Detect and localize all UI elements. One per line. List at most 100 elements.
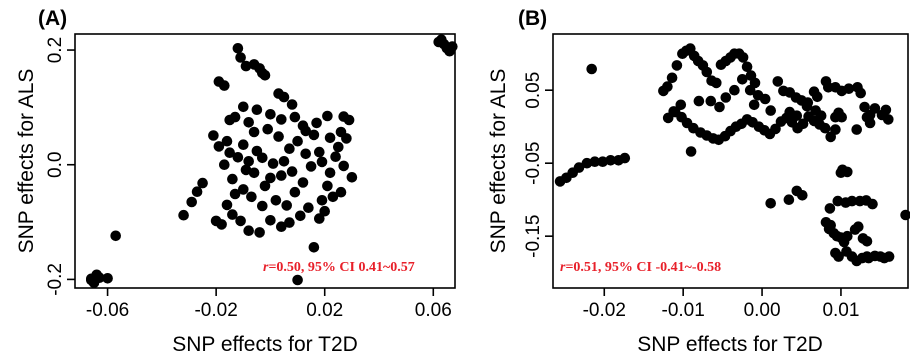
panel-a-point [229, 188, 241, 200]
panel-a-point [186, 196, 197, 208]
panel-a-point [281, 200, 293, 211]
panel-a-point [86, 274, 97, 286]
panel-b-point [714, 101, 725, 113]
panel-a-point [240, 60, 252, 72]
panel-b-point [581, 157, 593, 169]
panel-b-point [772, 76, 784, 87]
panel-b-point [869, 103, 881, 114]
panel-a-point [305, 161, 317, 172]
panel-a-point [314, 213, 325, 224]
panel-b-letter: (B) [518, 7, 547, 30]
panel-a-point [219, 80, 230, 91]
panel-a-y-tick-label: 0.0 [45, 152, 66, 178]
panel-b-point [720, 92, 732, 103]
panel-b-point [830, 111, 841, 123]
panel-a-point [289, 186, 301, 198]
panel-b-point [861, 251, 873, 262]
panel-a-point [316, 195, 328, 206]
panel-a-point [297, 177, 309, 188]
panel-a-point [300, 148, 312, 160]
panel-a-point [335, 186, 347, 198]
panel-b-point [853, 221, 864, 232]
panel-b-point [693, 95, 705, 107]
panel-b-point [843, 83, 855, 94]
panel-a-point [324, 167, 336, 179]
panel-a-annotation-text: =0.50, 95% CI 0.41~0.57 [268, 260, 414, 275]
panel-a-x-axis-label: SNP effects for T2D [172, 333, 358, 356]
panel-a-point [447, 41, 458, 52]
panel-b-point [759, 93, 771, 105]
panel-a-point [276, 114, 287, 125]
panel-a-point [284, 217, 295, 228]
panel-b-point [851, 124, 862, 135]
panel-a-point [270, 195, 282, 206]
panel-b-correlation-annotation: r=0.51, 95% CI -0.41~-0.58 [560, 260, 721, 275]
panel-b-point [784, 106, 795, 118]
panel-a-point [110, 230, 121, 242]
panel-a-point [251, 145, 263, 157]
panel-a-point [102, 273, 113, 284]
panel-b-point [820, 76, 832, 87]
panel-b-point [797, 190, 808, 201]
panel-a-point [208, 130, 219, 141]
panel-a-point [265, 215, 276, 226]
panel-b-point [589, 156, 601, 167]
panel-b-points [554, 43, 910, 267]
panel-b-x-tick-label: 0.01 [822, 300, 859, 321]
panel-a-point [433, 36, 445, 48]
panel-a-point [243, 156, 254, 167]
panel-b-point [797, 118, 809, 130]
panel-a-point [278, 91, 290, 103]
panel-a-point [276, 170, 287, 181]
panel-b-point [801, 101, 813, 112]
panel-b-point [737, 52, 749, 63]
panel-a-point [227, 209, 238, 220]
panel-b-x-axis-label: SNP effects for T2D [637, 333, 823, 356]
panel-a-point [221, 199, 233, 211]
panel-a-point [278, 156, 290, 167]
panel-b-point [765, 198, 776, 209]
panel-a-point [197, 177, 208, 189]
panel-a-point [286, 99, 298, 110]
panel-a-scatter-plot: (A) -0.06 -0.02 0.02 0.06 -0.2 0.0 0.2 SNP ef… [15, 7, 458, 356]
panel-a-point [346, 172, 358, 183]
panel-a-point [292, 274, 303, 286]
panel-b-point [744, 84, 756, 96]
panel-a-x-tick-label: 0.02 [306, 300, 343, 321]
panel-a-point [238, 139, 249, 150]
panel-a-point [246, 191, 257, 203]
panel-b-point [765, 105, 776, 116]
panel-b-point [883, 114, 894, 125]
panel-a-point [238, 184, 249, 195]
panel-a-point [265, 172, 276, 184]
panel-a-point [262, 123, 274, 135]
panel-b-point [662, 81, 673, 92]
panel-b-x-ticks: -0.02 -0.01 0.00 0.01 [583, 288, 859, 321]
panel-a-point [94, 272, 105, 284]
panel-b-point [705, 95, 717, 107]
panel-b-y-axis-label: SNP effects for ALS [487, 69, 510, 254]
panel-b-point [668, 106, 679, 117]
panel-a-y-ticks: -0.2 0.0 0.2 [45, 37, 75, 296]
panel-a-point [276, 221, 287, 232]
panel-b-point [883, 251, 895, 262]
panel-a-point [316, 156, 328, 168]
panel-b-point [832, 195, 844, 207]
panel-b-y-tick-label: -0.05 [523, 142, 544, 185]
panel-a-point [265, 109, 276, 120]
panel-a-y-tick-label: 0.2 [45, 37, 66, 63]
panel-b-point [675, 99, 687, 111]
panel-a-point [338, 160, 350, 172]
panel-a-point [235, 52, 246, 63]
panel-a-point [248, 167, 260, 179]
panel-a-point [322, 110, 333, 122]
panel-a-point [243, 117, 254, 128]
panel-b-annotation-r: r [560, 260, 566, 275]
panel-a-point [311, 117, 322, 129]
panel-b-y-tick-label: 0.05 [523, 72, 544, 109]
panel-a-letter: (A) [38, 7, 67, 30]
panel-a-point [232, 43, 244, 54]
panel-b-point [880, 104, 892, 116]
panel-b-point [770, 123, 781, 135]
